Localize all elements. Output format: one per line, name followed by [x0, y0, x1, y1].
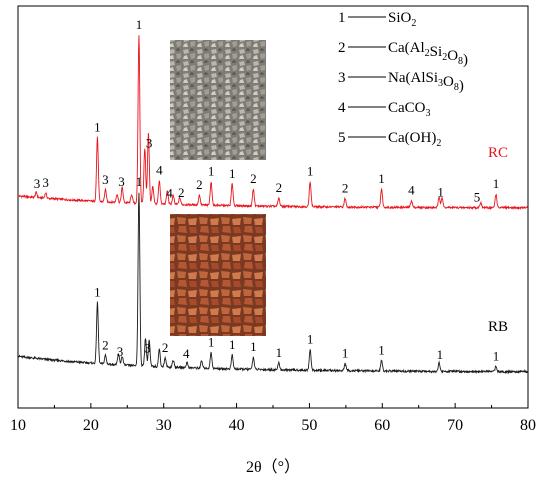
peak-label: 3	[34, 176, 41, 191]
legend: 1 SiO2 2 Ca(Al2Si2O8) 3 Na(AlSi3O8) 4 CaCO3 5 Ca(…	[338, 10, 468, 149]
legend-formula: SiO2	[388, 10, 416, 29]
rc-aggregate-photo	[170, 40, 266, 160]
series-line-rb	[17, 192, 529, 375]
peak-label: 4	[166, 186, 173, 201]
peak-label: 2	[250, 171, 257, 186]
rb-aggregate-photo	[170, 214, 266, 336]
peak-label: 2	[102, 337, 109, 352]
x-tick-label: 50	[301, 417, 317, 434]
peak-label: 4	[156, 162, 163, 177]
x-tick-label: 60	[374, 417, 390, 434]
legend-formula: Ca(OH)2	[388, 130, 441, 149]
legend-formula: CaCO3	[388, 100, 431, 119]
legend-number: 5	[338, 130, 346, 146]
legend-number: 2	[338, 40, 346, 56]
peak-label: 1	[378, 171, 385, 186]
peak-label: 1	[378, 343, 385, 358]
legend-number: 4	[338, 100, 346, 116]
legend-number: 3	[338, 70, 346, 86]
x-tick-label: 70	[447, 417, 463, 434]
peak-label: 1	[208, 164, 215, 179]
legend-number: 1	[338, 10, 346, 26]
peak-label: 1	[437, 184, 444, 199]
peak-label: 1	[94, 120, 101, 135]
x-tick-label: 20	[83, 417, 99, 434]
peak-label: 2	[178, 185, 185, 200]
legend-formula: Ca(Al2Si2O8)	[388, 40, 468, 68]
x-tick-label: 10	[10, 417, 26, 434]
peak-label: 2	[276, 180, 283, 195]
peak-label: 1	[94, 285, 101, 300]
peak-label: 1	[208, 335, 215, 350]
peak-label: 1	[437, 347, 444, 362]
peak-label: 1	[307, 331, 314, 346]
series-label-rc: RC	[488, 145, 508, 161]
peak-label: 1	[136, 17, 143, 32]
legend-formula: Na(AlSi3O8)	[388, 70, 464, 94]
peak-label: 1	[229, 166, 236, 181]
peak-label: 1	[136, 174, 143, 189]
series-line-rc	[17, 35, 529, 211]
peak-label: 1	[276, 345, 283, 360]
x-tick-label: 80	[520, 417, 536, 434]
peak-label: 3	[144, 340, 151, 355]
peak-label: 3	[102, 172, 109, 187]
peak-label: 3	[117, 344, 124, 359]
x-tick-label: 30	[156, 417, 172, 434]
peak-label: 4	[408, 183, 415, 198]
peak-label: 4	[183, 346, 190, 361]
series-label-rb: RB	[488, 319, 508, 335]
x-axis-label: 2θ（°）	[246, 458, 300, 476]
x-tick-label: 40	[229, 417, 245, 434]
peak-label: 2	[162, 340, 169, 355]
peak-label: 3	[146, 136, 153, 151]
peak-label: 1	[250, 339, 257, 354]
peak-label: 1	[342, 346, 349, 361]
peak-label: 1	[229, 337, 236, 352]
peak-label: 1	[493, 176, 500, 191]
peak-label: 3	[118, 174, 125, 189]
peak-label: 5	[474, 190, 481, 205]
peak-label: 1	[307, 163, 314, 178]
peak-label: 3	[42, 175, 49, 190]
peak-label: 2	[342, 181, 349, 196]
peak-label: 2	[196, 177, 203, 192]
peak-label: 1	[493, 348, 500, 363]
